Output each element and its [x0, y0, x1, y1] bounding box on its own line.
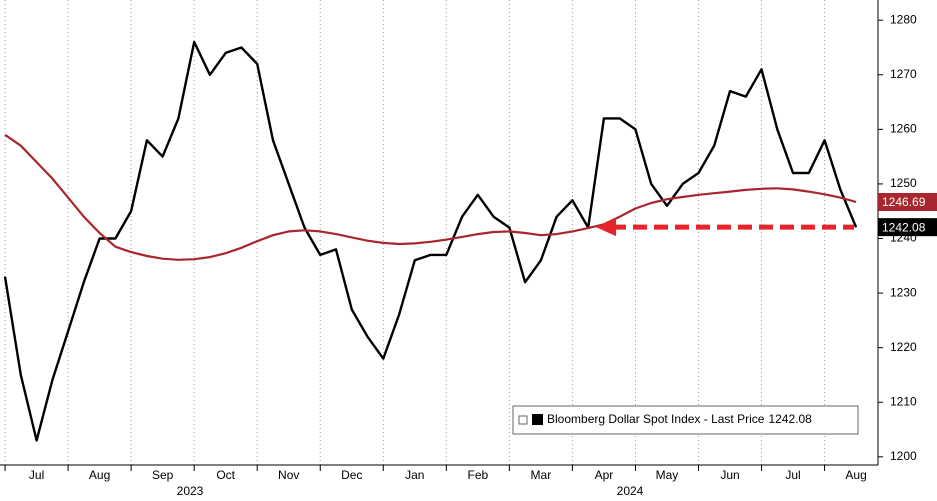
x-tick-label: Aug [89, 468, 110, 482]
y-tick-label: 1260 [890, 122, 917, 136]
year-label: 2023 [177, 484, 204, 498]
legend-swatch [532, 414, 543, 425]
value-label: 1246.69 [882, 195, 926, 209]
x-tick-label: Aug [845, 468, 866, 482]
x-tick-label: Feb [468, 468, 489, 482]
y-tick-label: 1280 [890, 12, 917, 26]
x-tick-label: Jul [29, 468, 44, 482]
y-tick-label: 1220 [890, 340, 917, 354]
x-tick-label: Sep [152, 468, 174, 482]
x-tick-label: Jun [720, 468, 739, 482]
x-tick-label: Oct [216, 468, 235, 482]
y-tick-label: 1270 [890, 67, 917, 81]
value-label: 1242.08 [882, 220, 926, 234]
legend-toggle [518, 415, 528, 425]
value-box [878, 192, 937, 211]
x-tick-label: Jul [785, 468, 800, 482]
legend-name: Bloomberg Dollar Spot Index - Last Price [547, 412, 765, 426]
y-tick-label: 1250 [890, 176, 917, 190]
y-tick-label: 1200 [890, 449, 917, 463]
x-tick-label: Dec [341, 468, 362, 482]
x-tick-label: Apr [595, 468, 614, 482]
y-tick-label: 1230 [890, 285, 917, 299]
x-tick-label: Jan [405, 468, 424, 482]
arrow-head [596, 218, 616, 237]
x-tick-label: May [656, 468, 679, 482]
series-line [3, 40, 858, 442]
value-box [878, 218, 937, 237]
year-label: 2024 [617, 484, 644, 498]
series-line [4, 133, 857, 261]
y-tick-label: 1210 [890, 394, 917, 408]
legend-value: 1242.08 [768, 412, 812, 426]
x-tick-label: Nov [278, 468, 299, 482]
legend-label: Bloomberg Dollar Spot Index - Last Price… [547, 412, 812, 426]
x-tick-label: Mar [531, 468, 552, 482]
legend-box [512, 405, 859, 435]
